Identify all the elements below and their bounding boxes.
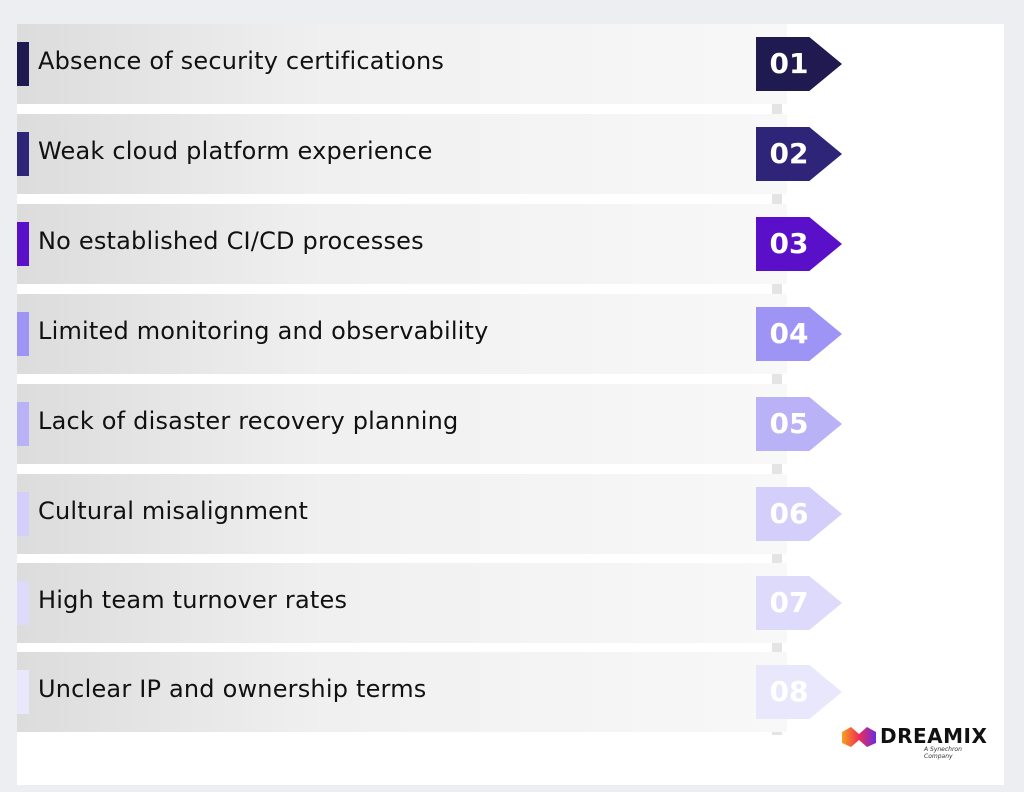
item-label: Weak cloud platform experience [38, 137, 433, 165]
item-color-bar [17, 492, 29, 536]
item-number: 03 [769, 227, 809, 260]
item-color-bar [17, 581, 29, 625]
list-item: Lack of disaster recovery planning [17, 384, 787, 464]
item-color-bar [17, 222, 29, 266]
item-label: No established CI/CD processes [38, 227, 424, 255]
list-item: High team turnover rates [17, 563, 787, 643]
item-label: Absence of security certifications [38, 47, 445, 75]
dreamix-logo: DREAMIX A Synechron Company [842, 724, 988, 760]
list-item: Absence of security certifications [17, 24, 787, 104]
item-number: 08 [769, 675, 809, 708]
item-label: High team turnover rates [38, 586, 348, 614]
item-color-bar [17, 670, 29, 714]
item-number: 06 [769, 497, 809, 530]
item-number: 07 [769, 586, 809, 619]
item-color-bar [17, 402, 29, 446]
timeline-rail [772, 24, 782, 735]
item-number: 05 [769, 407, 809, 440]
item-color-bar [17, 42, 29, 86]
item-number: 02 [769, 137, 809, 170]
item-color-bar [17, 132, 29, 176]
list-item: Cultural misalignment [17, 474, 787, 554]
dreamix-logo-icon [842, 727, 876, 747]
list-item: Weak cloud platform experience [17, 114, 787, 194]
item-label: Cultural misalignment [38, 497, 309, 525]
logo-wordmark: DREAMIX [880, 724, 988, 748]
item-label: Limited monitoring and observability [38, 317, 489, 345]
list-item: No established CI/CD processes [17, 204, 787, 284]
list-item: Limited monitoring and observability [17, 294, 787, 374]
logo-tagline: A Synechron Company [924, 746, 962, 760]
item-color-bar [17, 312, 29, 356]
item-number: 04 [769, 317, 809, 350]
item-label: Lack of disaster recovery planning [38, 407, 459, 435]
item-label: Unclear IP and ownership terms [38, 675, 427, 703]
list-item: Unclear IP and ownership terms [17, 652, 787, 732]
item-number: 01 [769, 47, 809, 80]
